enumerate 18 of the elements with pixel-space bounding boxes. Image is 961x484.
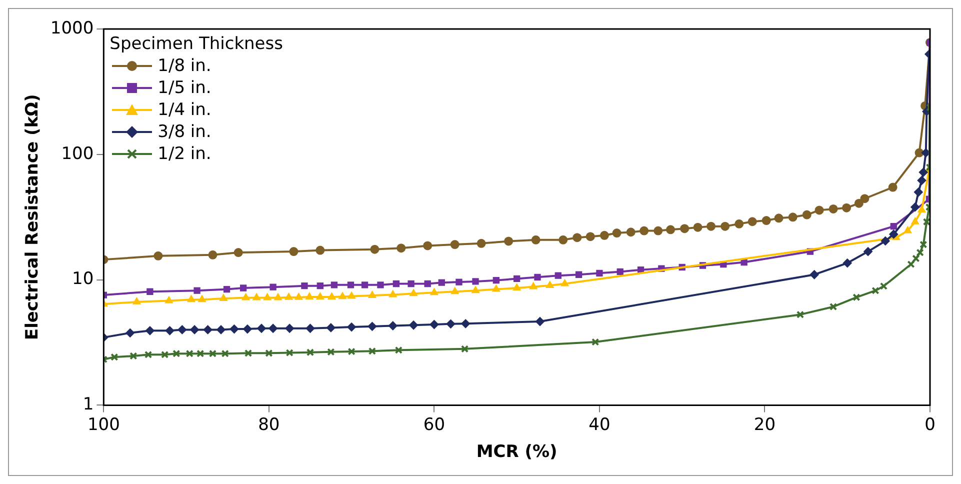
x-axis-title: MCR (%) (476, 442, 558, 462)
x-tick-label: 40 (588, 414, 610, 435)
x-tick-label: 60 (423, 414, 446, 435)
legend-label: 1/8 in. (158, 55, 212, 77)
legend-title: Specimen Thickness (110, 33, 283, 55)
y-axis-title: Electrical Resistance (kΩ) (22, 94, 43, 340)
y-tick-label: 10 (72, 269, 94, 290)
legend-label: 1/4 in. (158, 99, 212, 121)
x-tick-label: 20 (754, 414, 776, 435)
legend-label: 1/5 in. (158, 77, 212, 99)
x-tick-label: 100 (87, 414, 120, 435)
x-tick-label: 80 (258, 414, 280, 435)
x-tick-label: 0 (924, 414, 936, 435)
y-tick-label: 1 (82, 394, 94, 415)
legend-label: 3/8 in. (158, 121, 212, 143)
y-tick-label: 1000 (50, 18, 94, 38)
y-tick-label: 100 (61, 144, 94, 164)
legend-label: 1/2 in. (158, 143, 212, 165)
